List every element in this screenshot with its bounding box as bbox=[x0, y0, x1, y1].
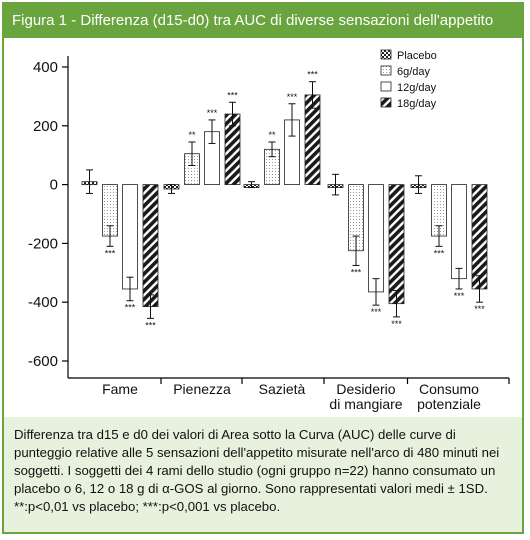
significance-label: *** bbox=[434, 248, 445, 258]
legend-label: Placebo bbox=[397, 50, 437, 62]
significance-label: ** bbox=[268, 130, 276, 140]
x-tick-label: Desiderio bbox=[336, 381, 395, 397]
significance-label: *** bbox=[227, 90, 238, 100]
significance-label: *** bbox=[125, 303, 136, 313]
figure-caption: Differenza tra d15 e d0 dei valori di Ar… bbox=[14, 427, 500, 514]
bar-18gday bbox=[142, 184, 159, 308]
legend-label: 18g/day bbox=[397, 98, 437, 110]
significance-label: *** bbox=[307, 70, 318, 80]
legend-swatch bbox=[380, 65, 392, 76]
significance-label: *** bbox=[207, 108, 218, 118]
bar-12gday bbox=[122, 184, 138, 290]
x-tick-label: Consumo bbox=[419, 381, 479, 397]
y-tick-label: -400 bbox=[28, 294, 58, 311]
bar-chart: 400 200 0 -200 -400 -600 Fame Pienezza Sazietà De… bbox=[28, 49, 510, 412]
x-tick-label: potenziale bbox=[417, 396, 481, 412]
legend-swatch bbox=[380, 49, 392, 60]
figure-card: Figura 1 - Differenza (d15-d0) tra AUC d… bbox=[2, 2, 524, 534]
significance-label: *** bbox=[145, 320, 156, 330]
significance-label: *** bbox=[287, 92, 298, 102]
legend-swatch bbox=[380, 81, 392, 92]
x-tick-label: di mangiare bbox=[329, 396, 402, 412]
significance-label: *** bbox=[391, 319, 402, 329]
legend-swatch bbox=[380, 97, 392, 108]
y-tick-label: -200 bbox=[28, 235, 58, 252]
significance-label: *** bbox=[105, 248, 116, 258]
x-tick-label: Sazietà bbox=[259, 381, 306, 397]
y-tick-label: 0 bbox=[50, 177, 58, 194]
x-tick-label: Pienezza bbox=[173, 381, 231, 397]
significance-label: ** bbox=[188, 130, 196, 140]
y-tick-label: 400 bbox=[33, 59, 58, 76]
bar-18gday bbox=[471, 184, 488, 290]
bar-12gday bbox=[451, 184, 467, 280]
x-tick-label: Fame bbox=[102, 381, 138, 397]
figure-title: Figura 1 - Differenza (d15-d0) tra AUC d… bbox=[4, 4, 522, 38]
legend-label: 6g/day bbox=[397, 66, 431, 78]
bar-18gday bbox=[388, 184, 405, 305]
significance-label: *** bbox=[371, 307, 382, 317]
y-tick-label: -600 bbox=[28, 353, 58, 370]
significance-label: *** bbox=[351, 267, 362, 277]
y-tick-label: 200 bbox=[33, 118, 58, 135]
caption-background bbox=[4, 417, 522, 532]
plot-area: 400 200 0 -200 -400 -600 Fame Pienezza Sazietà De… bbox=[4, 38, 522, 417]
significance-label: *** bbox=[474, 304, 485, 314]
significance-label: *** bbox=[454, 291, 465, 301]
legend-label: 12g/day bbox=[397, 82, 437, 94]
bar-12gday bbox=[368, 184, 384, 293]
